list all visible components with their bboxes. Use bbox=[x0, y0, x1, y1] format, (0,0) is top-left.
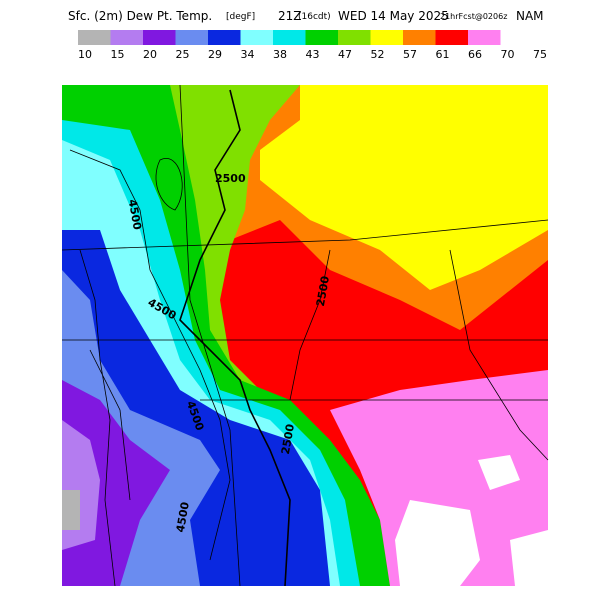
colorbar-label: 66 bbox=[468, 48, 482, 61]
color-swatch bbox=[175, 30, 208, 45]
forecast: 21hrFcst@0206z bbox=[440, 12, 507, 21]
color-swatch bbox=[208, 30, 241, 45]
map: 2500 4500 4500 2500 4500 2500 4500 bbox=[61, 84, 549, 587]
region bbox=[395, 455, 548, 586]
color-swatch bbox=[435, 30, 468, 45]
color-swatch bbox=[468, 30, 501, 45]
time: 21Z bbox=[278, 9, 302, 23]
contour-label: 4500 bbox=[174, 501, 192, 534]
units: [degF] bbox=[226, 12, 255, 22]
contour-label: 2500 bbox=[215, 172, 246, 185]
colorbar-label: 10 bbox=[78, 48, 92, 61]
region bbox=[62, 490, 80, 530]
contours bbox=[61, 84, 549, 587]
colorbar-label: 29 bbox=[208, 48, 222, 61]
local-time: (16cdt) bbox=[298, 12, 331, 22]
colorbar-label: 57 bbox=[403, 48, 417, 61]
colorbar: 10 15 20 25 29 34 38 43 47 52 57 61 66 70 75 bbox=[78, 30, 547, 61]
region bbox=[330, 370, 548, 586]
colorbar-label: 43 bbox=[306, 48, 320, 61]
color-swatch bbox=[110, 30, 143, 45]
title-row: Sfc. (2m) Dew Pt. Temp. [degF] 21Z (16cd… bbox=[68, 9, 544, 23]
title: Sfc. (2m) Dew Pt. Temp. bbox=[68, 9, 212, 23]
colorbar-label: 52 bbox=[371, 48, 385, 61]
color-swatch bbox=[403, 30, 436, 45]
color-swatch bbox=[240, 30, 273, 45]
colorbar-label: 47 bbox=[338, 48, 352, 61]
colorbar-label: 38 bbox=[273, 48, 287, 61]
contour-label: 2500 bbox=[314, 275, 332, 308]
colorbar-label: 75 bbox=[533, 48, 547, 61]
color-swatch bbox=[370, 30, 403, 45]
colorbar-label: 61 bbox=[436, 48, 450, 61]
colorbar-label: 15 bbox=[111, 48, 125, 61]
date: WED 14 May 2025 bbox=[338, 9, 449, 23]
contour-label: 4500 bbox=[126, 198, 144, 231]
colorbar-label: 70 bbox=[501, 48, 515, 61]
colorbar-label: 34 bbox=[241, 48, 255, 61]
model: NAM bbox=[516, 9, 544, 23]
color-swatch bbox=[143, 30, 176, 45]
colorbar-label: 20 bbox=[143, 48, 157, 61]
color-swatch bbox=[338, 30, 371, 45]
region bbox=[260, 85, 548, 290]
color-swatch bbox=[273, 30, 306, 45]
color-swatch bbox=[78, 30, 111, 45]
contour-label: 2500 bbox=[279, 423, 297, 456]
color-swatch bbox=[305, 30, 338, 45]
colorbar-label: 25 bbox=[176, 48, 190, 61]
